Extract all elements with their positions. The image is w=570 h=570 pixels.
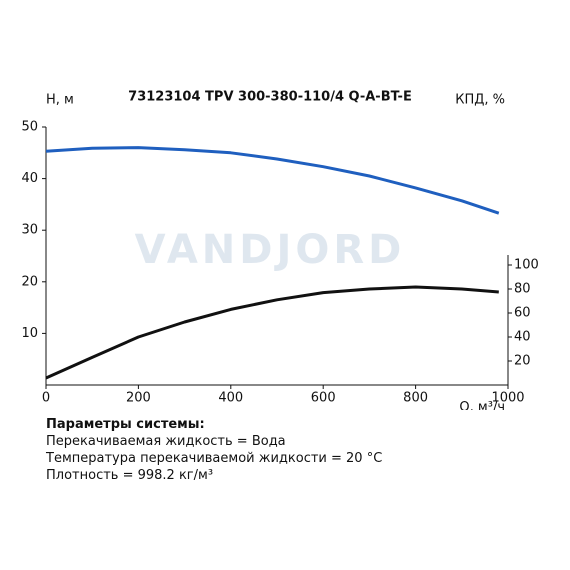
x-tick-label: 1000 — [491, 391, 524, 406]
y-tick-label: 30 — [21, 223, 38, 238]
x-tick-label: 600 — [311, 391, 336, 406]
chart: 73123104 TPV 300-380-110/4 Q-A-BT-E Н, м… — [21, 90, 539, 411]
chart-title: 73123104 TPV 300-380-110/4 Q-A-BT-E — [128, 90, 412, 105]
y2-axis-label: КПД, % — [455, 93, 505, 108]
x-axis-label: Q, м³/ч — [459, 400, 505, 410]
y-axis-label: Н, м — [46, 93, 74, 108]
series-line — [45, 146, 500, 215]
x-tick-label: 800 — [403, 391, 428, 406]
y2-tick-label: 20 — [514, 354, 531, 369]
y2-tick-label: 100 — [514, 258, 539, 273]
x-tick-label: 0 — [42, 391, 50, 406]
y-tick-label: 20 — [21, 274, 38, 289]
notes-heading: Параметры системы: — [46, 417, 205, 432]
y2-tick-label: 40 — [514, 330, 531, 345]
y-tick-label: 40 — [21, 171, 38, 186]
watermark: VANDJORD — [135, 227, 406, 273]
notes-line: Плотность = 998.2 кг/м³ — [46, 468, 214, 483]
x-tick-label: 200 — [126, 391, 151, 406]
notes: Параметры системы: Перекачиваемая жидкос… — [46, 416, 382, 484]
notes-line: Перекачиваемая жидкость = Вода — [46, 434, 286, 449]
notes-line: Температура перекачиваемой жидкости = 20… — [46, 451, 383, 466]
y2-tick-label: 60 — [514, 306, 531, 321]
y-tick-label: 10 — [21, 326, 38, 341]
series-line — [45, 285, 499, 380]
y-tick-label: 50 — [21, 120, 38, 135]
y2-tick-label: 80 — [514, 282, 531, 297]
x-tick-label: 400 — [218, 391, 243, 406]
